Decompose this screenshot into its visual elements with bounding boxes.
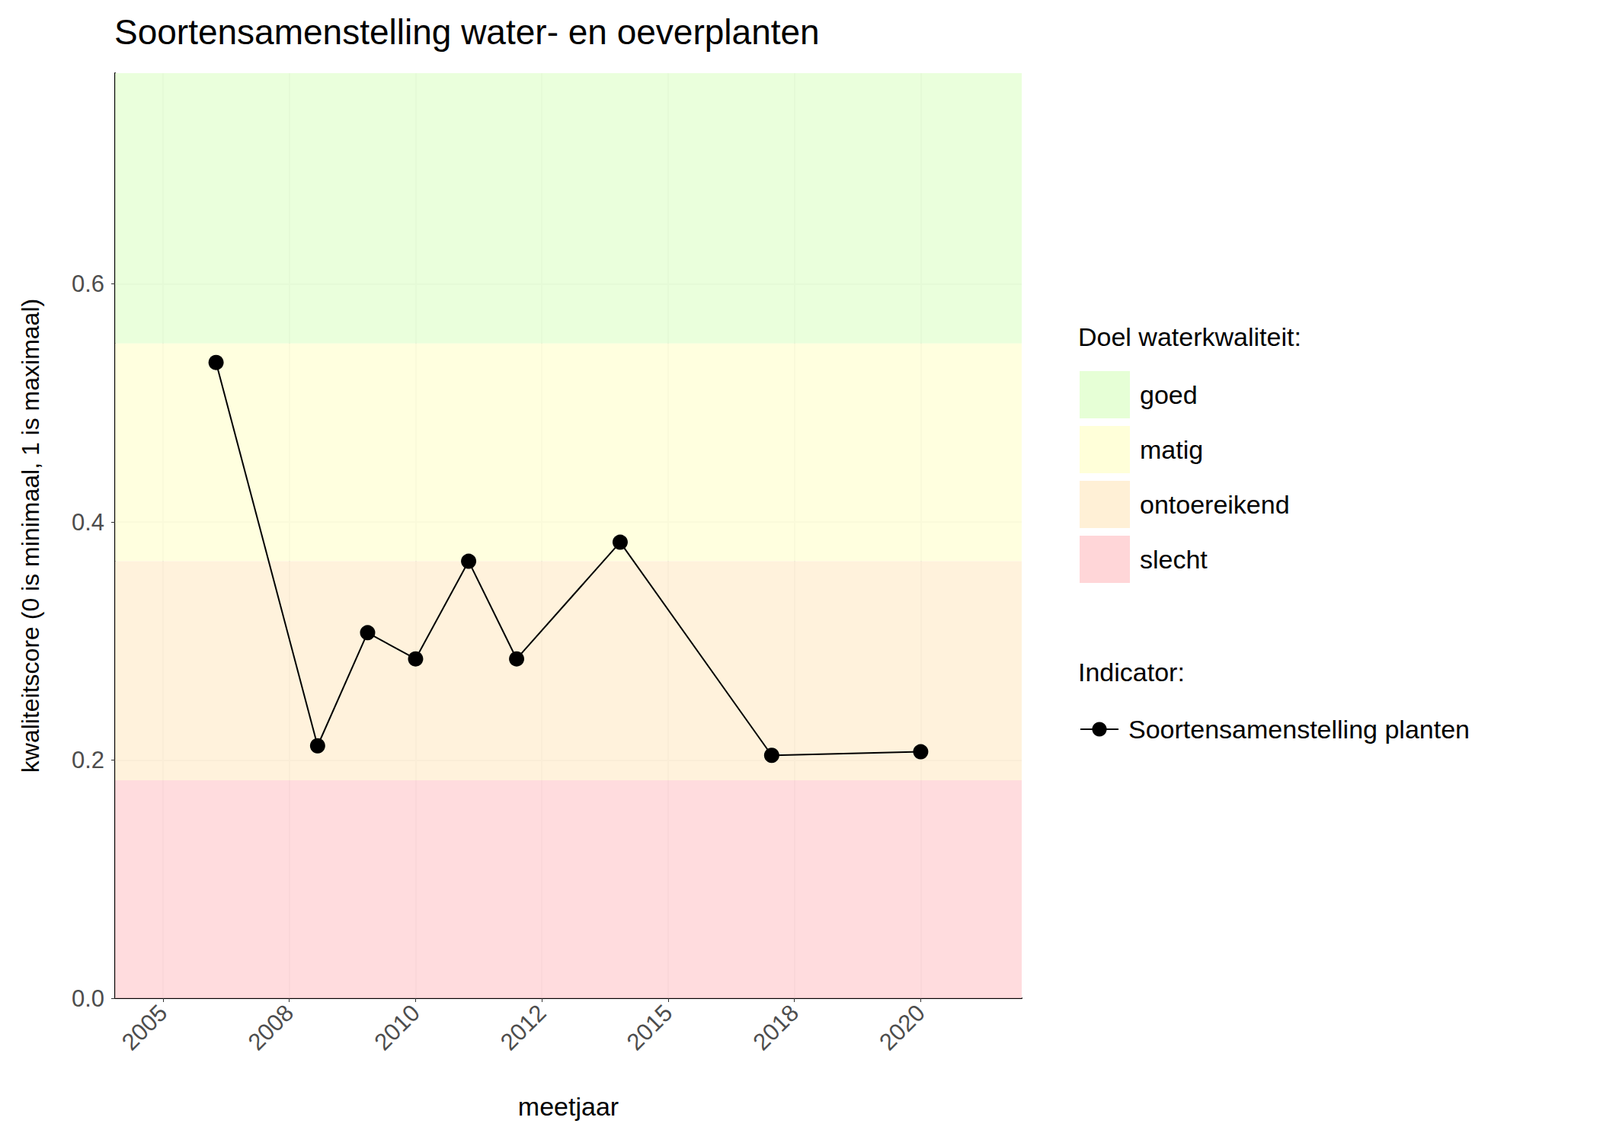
svg-text:meetjaar: meetjaar [518, 1091, 619, 1121]
svg-text:2005: 2005 [116, 999, 173, 1056]
svg-text:2015: 2015 [621, 999, 678, 1056]
svg-text:2020: 2020 [873, 999, 930, 1056]
svg-text:matig: matig [1139, 435, 1204, 464]
svg-text:0.0: 0.0 [71, 985, 105, 1012]
svg-text:0.2: 0.2 [71, 746, 105, 774]
svg-text:0.4: 0.4 [71, 508, 105, 536]
svg-text:ontoereikend: ontoereikend [1139, 489, 1290, 519]
svg-text:2010: 2010 [368, 999, 425, 1056]
svg-text:2008: 2008 [243, 999, 299, 1056]
svg-text:Soortensamenstelling water- en: Soortensamenstelling water- en oeverplan… [114, 12, 820, 52]
svg-text:0.6: 0.6 [71, 270, 105, 298]
svg-text:goed: goed [1139, 380, 1198, 410]
svg-text:Soortensamenstelling planten: Soortensamenstelling planten [1128, 714, 1470, 744]
svg-text:2018: 2018 [748, 999, 804, 1056]
svg-text:Doel waterkwaliteit:: Doel waterkwaliteit: [1078, 322, 1302, 352]
svg-text:slecht: slecht [1139, 544, 1208, 574]
svg-text:kwaliteitscore (0 is minimaal,: kwaliteitscore (0 is minimaal, 1 is maxi… [16, 298, 45, 773]
svg-text:2012: 2012 [495, 999, 551, 1056]
svg-text:Indicator:: Indicator: [1078, 657, 1185, 687]
